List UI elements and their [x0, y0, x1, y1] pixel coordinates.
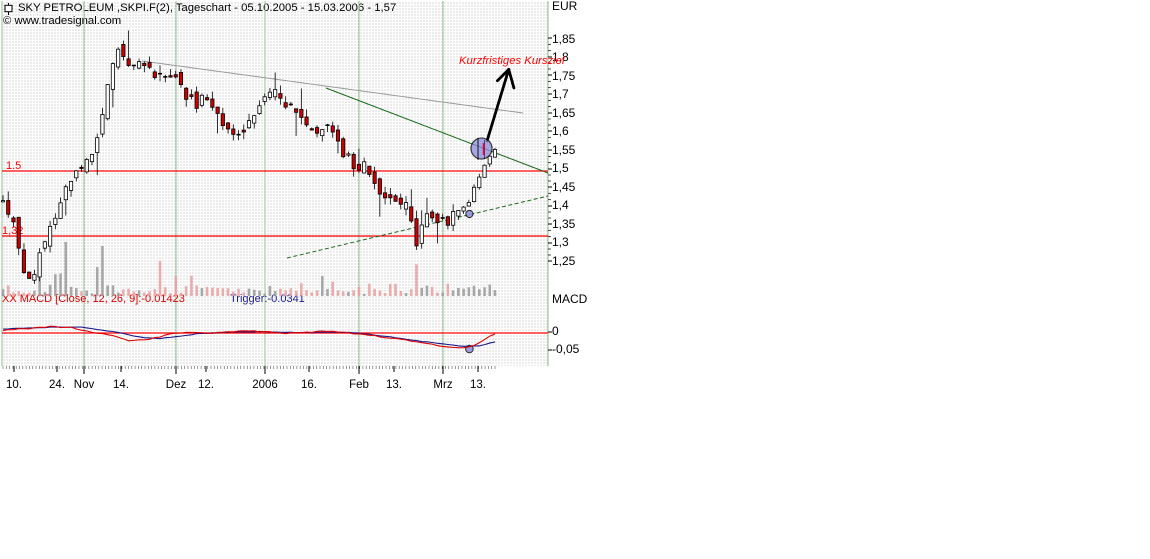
- svg-text:Mrz: Mrz: [433, 379, 452, 391]
- svg-text:1,75: 1,75: [552, 69, 576, 83]
- svg-text:12.: 12.: [198, 379, 214, 391]
- svg-text:1,7: 1,7: [552, 87, 569, 101]
- svg-text:2006: 2006: [252, 379, 278, 391]
- svg-text:1,6: 1,6: [552, 124, 569, 138]
- svg-text:14.: 14.: [113, 379, 129, 391]
- svg-text:10.: 10.: [6, 379, 22, 391]
- svg-text:1.5: 1.5: [6, 160, 21, 172]
- svg-text:1,55: 1,55: [552, 143, 576, 157]
- svg-text:Trigger:-0.0341: Trigger:-0.0341: [230, 293, 305, 305]
- svg-text:24.: 24.: [49, 379, 65, 391]
- svg-text:0: 0: [552, 324, 559, 338]
- svg-text:1,65: 1,65: [552, 106, 576, 120]
- svg-text:13.: 13.: [470, 379, 486, 391]
- svg-text:Feb: Feb: [349, 379, 369, 391]
- svg-text:1,45: 1,45: [552, 180, 576, 194]
- svg-text:1,4: 1,4: [552, 198, 569, 212]
- svg-text:13.: 13.: [386, 379, 402, 391]
- svg-text:1,25: 1,25: [552, 254, 576, 268]
- svg-text:1,5: 1,5: [552, 161, 569, 175]
- svg-text:Dez: Dez: [166, 379, 187, 391]
- svg-text:1,35: 1,35: [552, 217, 576, 231]
- svg-text:EUR: EUR: [552, 0, 578, 13]
- svg-text:16.: 16.: [301, 379, 317, 391]
- svg-text:-0,05: -0,05: [552, 342, 580, 356]
- svg-text:1,85: 1,85: [552, 32, 576, 46]
- svg-text:1,3: 1,3: [552, 235, 569, 249]
- svg-text:Kurzfristiges Kursziel: Kurzfristiges Kursziel: [459, 55, 565, 67]
- svg-text:Nov: Nov: [74, 379, 95, 391]
- svg-text:MACD: MACD: [552, 292, 588, 306]
